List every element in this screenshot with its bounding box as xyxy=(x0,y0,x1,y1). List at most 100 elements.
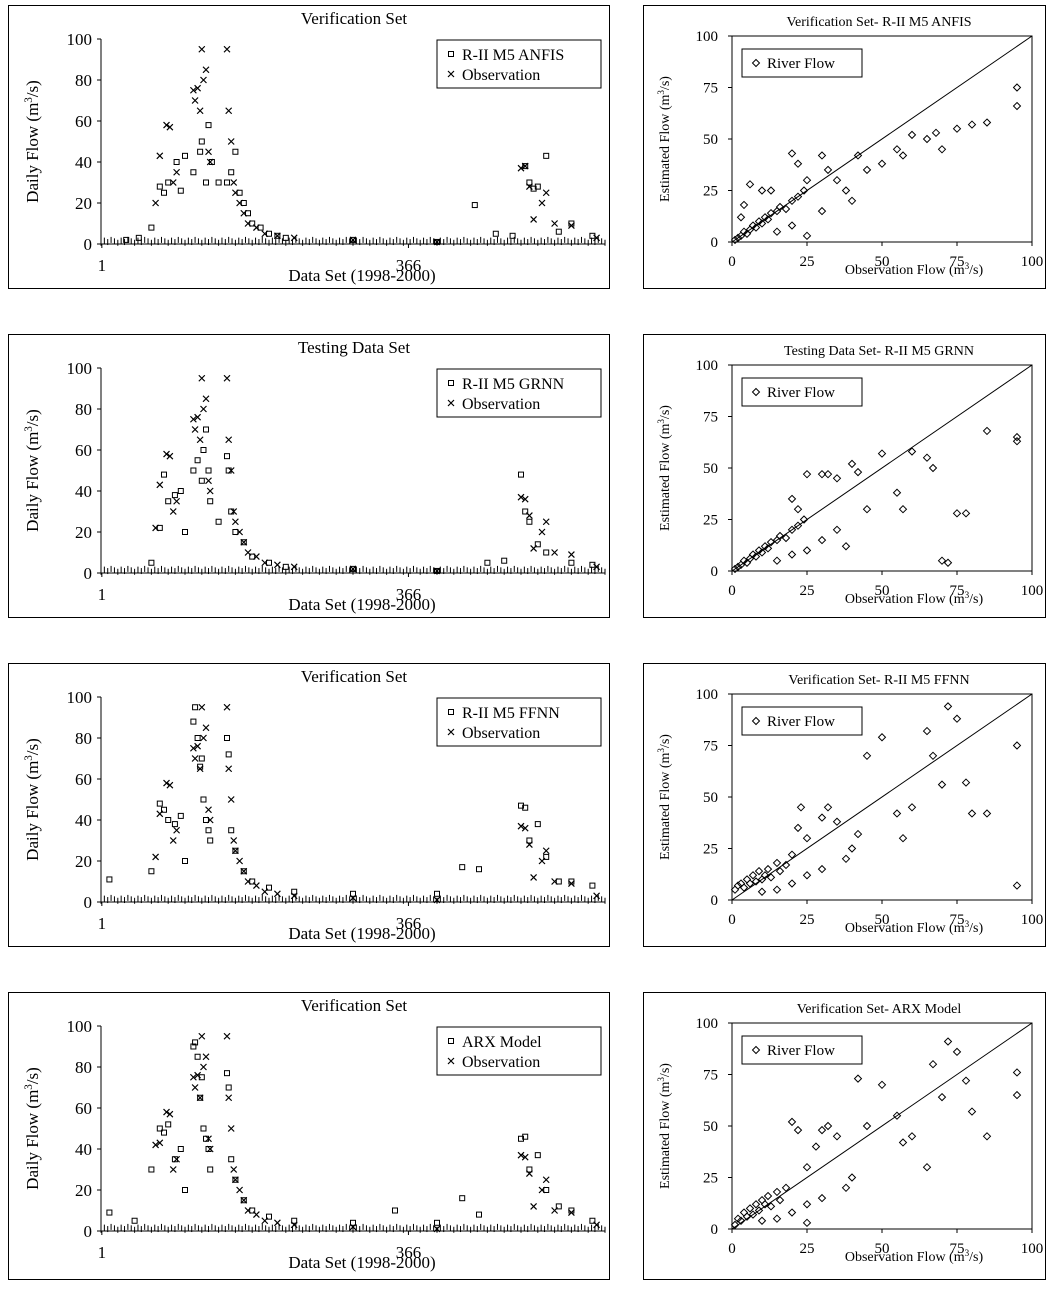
x-tick-label: 100 xyxy=(1021,912,1044,928)
data-point xyxy=(751,223,761,232)
data-point xyxy=(802,833,812,843)
legend-marker xyxy=(751,716,761,726)
data-point xyxy=(772,556,782,565)
data-point xyxy=(433,1225,441,1233)
x-tick-label: 75 xyxy=(950,1241,965,1257)
data-point xyxy=(156,481,164,489)
data-point xyxy=(224,453,230,460)
data-point xyxy=(350,1219,356,1226)
data-point xyxy=(244,878,252,885)
y-tick-label: 40 xyxy=(75,811,92,830)
data-point xyxy=(223,45,231,53)
y-tick-label: 100 xyxy=(696,1016,719,1032)
legend-marker xyxy=(751,1045,761,1055)
data-point xyxy=(551,1207,559,1214)
y-tick-label: 40 xyxy=(75,153,92,172)
data-point xyxy=(928,1059,938,1069)
data-point xyxy=(194,84,202,92)
data-point xyxy=(194,735,201,741)
data-point xyxy=(751,1200,761,1209)
data-point xyxy=(567,222,575,229)
data-point xyxy=(182,529,188,535)
data-point xyxy=(434,1219,440,1226)
chart-title: Verification Set xyxy=(301,667,407,686)
data-point xyxy=(534,1152,541,1159)
data-point xyxy=(433,567,441,575)
data-point xyxy=(236,528,244,536)
x-tick-label: 366 xyxy=(396,1243,422,1262)
x-axis-label: Data Set (1998-2000) xyxy=(288,1253,435,1272)
data-point xyxy=(198,477,205,484)
data-point xyxy=(922,1162,932,1172)
data-point xyxy=(967,809,977,818)
baseline-markers xyxy=(100,236,606,246)
chart-1: Verification Set- R-II M5 ANFIS 0 25 50 75 10… xyxy=(656,15,1044,278)
baseline-markers xyxy=(100,894,606,904)
data-point xyxy=(205,148,212,156)
x-tick-label: 366 xyxy=(396,914,422,933)
x-tick-label: 0 xyxy=(728,1241,736,1257)
data-point xyxy=(736,1216,746,1225)
data-point xyxy=(802,231,812,241)
data-point xyxy=(163,1108,170,1116)
data-point xyxy=(191,426,199,433)
data-point xyxy=(223,374,231,382)
data-point xyxy=(215,518,222,525)
data-point xyxy=(257,224,264,231)
y-tick-label: 100 xyxy=(696,687,719,703)
data-point xyxy=(766,873,776,882)
data-point xyxy=(1012,432,1022,442)
data-point xyxy=(165,179,172,186)
data-point xyxy=(215,179,222,186)
data-point xyxy=(194,742,202,750)
data-point xyxy=(131,1217,138,1224)
data-point xyxy=(227,138,235,145)
data-point xyxy=(191,97,199,104)
y-tick-label: 20 xyxy=(75,852,92,871)
data-point xyxy=(534,541,541,548)
x-tick-label: 50 xyxy=(875,912,890,928)
data-point xyxy=(1012,741,1022,750)
data-point xyxy=(249,553,256,560)
data-point xyxy=(757,186,767,195)
legend-marker xyxy=(751,387,761,397)
data-point xyxy=(534,821,541,828)
data-point xyxy=(922,726,932,736)
data-point xyxy=(841,542,851,551)
data-point xyxy=(163,779,170,787)
data-point xyxy=(231,189,239,197)
x-tick-label: 100 xyxy=(1021,254,1044,270)
data-point xyxy=(225,751,232,758)
data-point xyxy=(793,159,803,168)
data-point xyxy=(766,208,776,218)
data-point xyxy=(350,236,356,243)
data-point xyxy=(244,549,252,556)
data-point xyxy=(555,228,562,235)
data-point xyxy=(231,847,239,855)
data-point xyxy=(282,234,289,241)
data-point xyxy=(748,1210,758,1219)
y-tick-label: 80 xyxy=(75,71,92,90)
y-tick-label: 0 xyxy=(84,564,93,583)
data-point xyxy=(961,509,971,518)
x-axis-label: Data Set (1998-2000) xyxy=(288,266,435,285)
data-point xyxy=(196,1094,204,1102)
data-point xyxy=(787,550,797,559)
y-tick-label: 50 xyxy=(703,461,718,477)
chart-title: Testing Data Set xyxy=(298,338,410,357)
data-point xyxy=(227,796,235,803)
legend: River Flow xyxy=(741,1035,863,1065)
data-point xyxy=(832,817,842,826)
data-point xyxy=(525,512,533,520)
scatter-panel-anfis: Verification Set- R-II M5 ANFIS 0 25 50 75 10… xyxy=(643,5,1046,289)
data-point xyxy=(817,206,827,216)
data-point xyxy=(593,892,601,900)
y-tick-label: 100 xyxy=(67,1017,93,1036)
y-tick-label: 20 xyxy=(75,194,92,213)
data-point xyxy=(522,508,529,515)
x-tick-label: 25 xyxy=(800,583,815,599)
data-point xyxy=(907,447,917,456)
data-point xyxy=(261,1217,269,1225)
